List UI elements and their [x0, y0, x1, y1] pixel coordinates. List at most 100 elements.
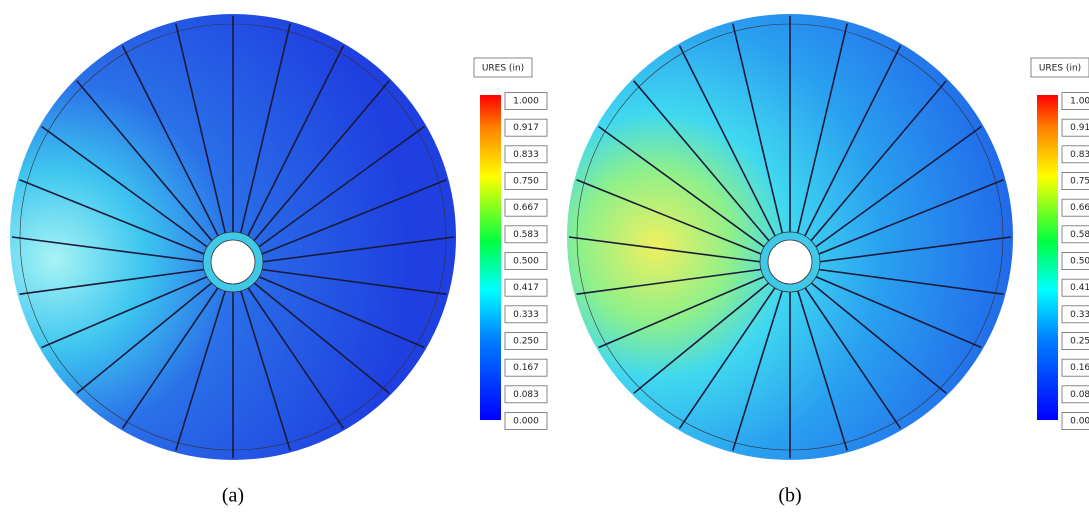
- spoke: [598, 275, 767, 349]
- legend-label-box: [504, 412, 548, 430]
- legend-label: 0.000: [1070, 417, 1089, 427]
- legend-label-box: [1061, 198, 1089, 217]
- spoke: [259, 268, 447, 295]
- spoke: [817, 236, 1012, 263]
- legend-label: 0.167: [513, 363, 539, 373]
- legend-label-box: [1061, 252, 1089, 270]
- legend-label: 0.083: [1070, 390, 1089, 400]
- spoke: [803, 285, 902, 429]
- legend-label: 0.500: [513, 257, 539, 267]
- spoke: [803, 45, 902, 239]
- legend-label: 1.000: [513, 97, 539, 107]
- legend-label-box: [1061, 118, 1089, 137]
- hub-hole: [210, 239, 256, 285]
- color-bar: [1037, 95, 1058, 420]
- legend-label: 0.917: [513, 123, 539, 133]
- legend-label-box: [1061, 358, 1089, 377]
- spoke: [175, 23, 227, 236]
- legend-label-box: [504, 118, 548, 137]
- hub-hole: [767, 239, 813, 285]
- legend-label: 0.333: [513, 310, 539, 320]
- spoke: [252, 281, 390, 394]
- spoke: [239, 288, 291, 451]
- spoke: [121, 285, 220, 429]
- legend-label: 0.000: [513, 417, 539, 427]
- panel-a: (a) URES (in) 1.000 0.917 0.833 0.750 0.667 0.5…: [10, 14, 548, 507]
- spoke: [816, 179, 1004, 256]
- spoke: [246, 45, 345, 239]
- spoke: [598, 125, 767, 249]
- legend-label: 0.833: [1070, 150, 1089, 160]
- legend-label: 0.167: [1070, 363, 1089, 373]
- legend-label: 1.000: [1070, 97, 1089, 107]
- legend-title-box: [473, 57, 533, 78]
- legend-label: 0.500: [1070, 257, 1089, 267]
- spoke: [252, 80, 390, 243]
- legend-label: 0.583: [1070, 230, 1089, 240]
- legend-label-box: [1061, 412, 1089, 430]
- legend-label: 0.917: [1070, 123, 1089, 133]
- legend-label: 0.250: [513, 337, 539, 347]
- spoke: [633, 281, 771, 394]
- legend-label-box: [504, 172, 548, 190]
- legend-label-box: [504, 278, 548, 297]
- legend-label-box: [1061, 225, 1089, 244]
- spoke: [76, 80, 214, 243]
- spoke: [41, 275, 210, 349]
- legend-label: 0.833: [513, 150, 539, 160]
- spoke: [813, 275, 982, 349]
- spoke: [732, 288, 784, 451]
- legend-label-box: [504, 252, 548, 270]
- legend-label: 0.333: [1070, 310, 1089, 320]
- spoke: [19, 179, 207, 256]
- spoke: [576, 268, 764, 295]
- spoke: [732, 23, 784, 236]
- spoke: [121, 45, 220, 239]
- legend-label-box: [1061, 305, 1089, 324]
- legend-label: 0.417: [513, 283, 539, 293]
- legend-label-box: [1061, 332, 1089, 350]
- spoke: [813, 125, 982, 249]
- legend-label-box: [1061, 172, 1089, 190]
- legend-label: 0.250: [1070, 337, 1089, 347]
- legend-label: 0.417: [1070, 283, 1089, 293]
- spoke: [19, 268, 207, 295]
- legend-title: URES (in): [482, 64, 524, 74]
- legend-label-box: [1061, 145, 1089, 164]
- spoke: [678, 45, 777, 239]
- legend-label-box: [504, 145, 548, 164]
- spoke: [809, 80, 947, 243]
- spoke: [576, 179, 764, 256]
- legend-label: 0.750: [513, 177, 539, 187]
- spoke: [816, 268, 1004, 295]
- spoke: [796, 288, 848, 451]
- spoke: [678, 285, 777, 429]
- spoke: [239, 23, 291, 236]
- caption: (b): [778, 485, 801, 507]
- legend-label-box: [504, 332, 548, 350]
- legend-label-box: [504, 305, 548, 324]
- spoke: [41, 125, 210, 249]
- legend-label-box: [504, 385, 548, 404]
- legend-label: 0.750: [1070, 177, 1089, 187]
- spoke: [809, 281, 947, 394]
- legend-label: 0.583: [513, 230, 539, 240]
- spoke: [568, 236, 763, 263]
- panel-b: (b) URES (in) 1.000 0.917 0.833 0.750 0.667 0.5…: [567, 14, 1089, 507]
- spoke: [76, 281, 214, 394]
- legend-label-box: [504, 92, 548, 110]
- caption: (a): [222, 485, 244, 507]
- legend-label: 0.083: [513, 390, 539, 400]
- legend-label-box: [504, 225, 548, 244]
- legend-label-box: [1061, 385, 1089, 404]
- legend-title: URES (in): [1039, 64, 1081, 74]
- legend-label-box: [504, 198, 548, 217]
- spoke: [256, 125, 425, 249]
- legend-label: 0.667: [1070, 203, 1089, 213]
- spoke: [256, 275, 425, 349]
- spoke: [260, 236, 455, 263]
- legend-title-box: [1030, 57, 1089, 78]
- color-bar: [480, 95, 501, 420]
